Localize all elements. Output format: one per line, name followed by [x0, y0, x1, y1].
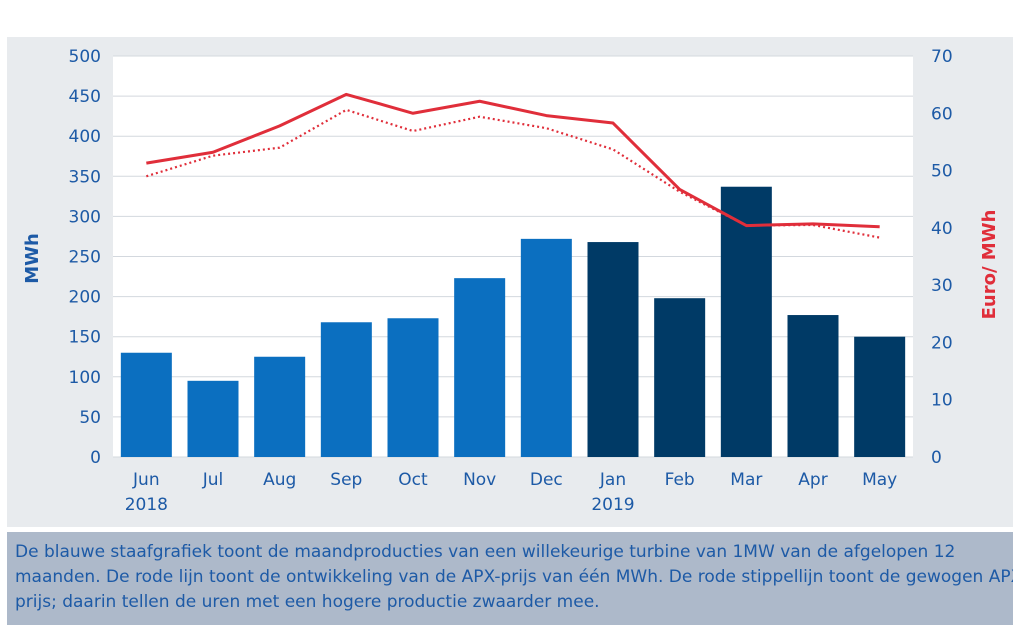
- combo-chart: 0 50 100 150 200 250 300 350 400 450 500 0 10 20 30 40 5…: [22, 47, 1000, 515]
- x-tick-label: Jun: [132, 470, 160, 490]
- y2-tick-label: 70: [931, 47, 953, 67]
- x-tick-label: Nov: [463, 470, 496, 490]
- y-tick-label: 400: [69, 127, 101, 147]
- y-tick-label: 300: [69, 207, 101, 227]
- bar-apr: [787, 315, 839, 457]
- y-tick-label: 150: [69, 328, 101, 348]
- bar-sep: [320, 322, 372, 457]
- y2-tick-label: 20: [931, 333, 953, 353]
- y-tick-label: 250: [69, 248, 101, 268]
- bar-jul: [187, 380, 239, 457]
- x-tick-label: Apr: [798, 470, 827, 490]
- bar-nov: [454, 278, 506, 457]
- y-tick-label: 450: [69, 87, 101, 107]
- y2-tick-label: 40: [931, 219, 953, 239]
- bar-mar: [720, 186, 772, 457]
- y-tick-label: 350: [69, 167, 101, 187]
- x-tick-label: Oct: [398, 470, 428, 490]
- x-tick-label: Jul: [202, 470, 224, 490]
- bar-feb: [654, 298, 706, 457]
- bar-aug: [254, 356, 306, 457]
- x-tick-label: Sep: [330, 470, 362, 490]
- chart-caption: De blauwe staafgrafiek toont de maandpro…: [7, 532, 1013, 625]
- caption-line-1: De blauwe staafgrafiek toont de maandpro…: [15, 542, 956, 562]
- x-tick-label: May: [862, 470, 897, 490]
- y2-tick-label: 0: [931, 448, 942, 468]
- y-tick-label: 200: [69, 288, 101, 308]
- x-tick-label: Aug: [263, 470, 296, 490]
- x-tick-label: Mar: [730, 470, 762, 490]
- caption-line-2: maanden. De rode lijn toont de ontwikkel…: [15, 567, 1013, 587]
- y-axis-title: MWh: [22, 233, 43, 284]
- bar-jun: [120, 352, 172, 457]
- y2-axis-title: Euro/ MWh: [979, 210, 1000, 320]
- bar-jan: [587, 242, 639, 457]
- price-line: [146, 92, 880, 229]
- chart-panel: 0 50 100 150 200 250 300 350 400 450 500 0 10 20 30 40 5…: [7, 37, 1013, 527]
- x-tick-label: Feb: [665, 470, 695, 490]
- bar-may: [854, 336, 906, 457]
- y-tick-label: 0: [90, 448, 101, 468]
- y2-tick-label: 60: [931, 104, 953, 124]
- bar-dec: [520, 238, 572, 457]
- x-tick-sublabel: 2018: [125, 495, 168, 515]
- y2-tick-label: 10: [931, 391, 953, 411]
- y2-tick-label: 50: [931, 162, 953, 182]
- x-tick-sublabel: 2019: [591, 495, 634, 515]
- y-tick-label: 50: [79, 408, 101, 428]
- weighted-price-line: [146, 108, 880, 239]
- x-tick-label: Dec: [530, 470, 563, 490]
- caption-line-3: prijs; daarin tellen de uren met een hog…: [15, 592, 600, 612]
- x-tick-label: Jan: [599, 470, 626, 490]
- y-tick-label: 100: [69, 368, 101, 388]
- y2-tick-label: 30: [931, 276, 953, 296]
- bar-oct: [387, 318, 439, 457]
- y-tick-label: 500: [69, 47, 101, 67]
